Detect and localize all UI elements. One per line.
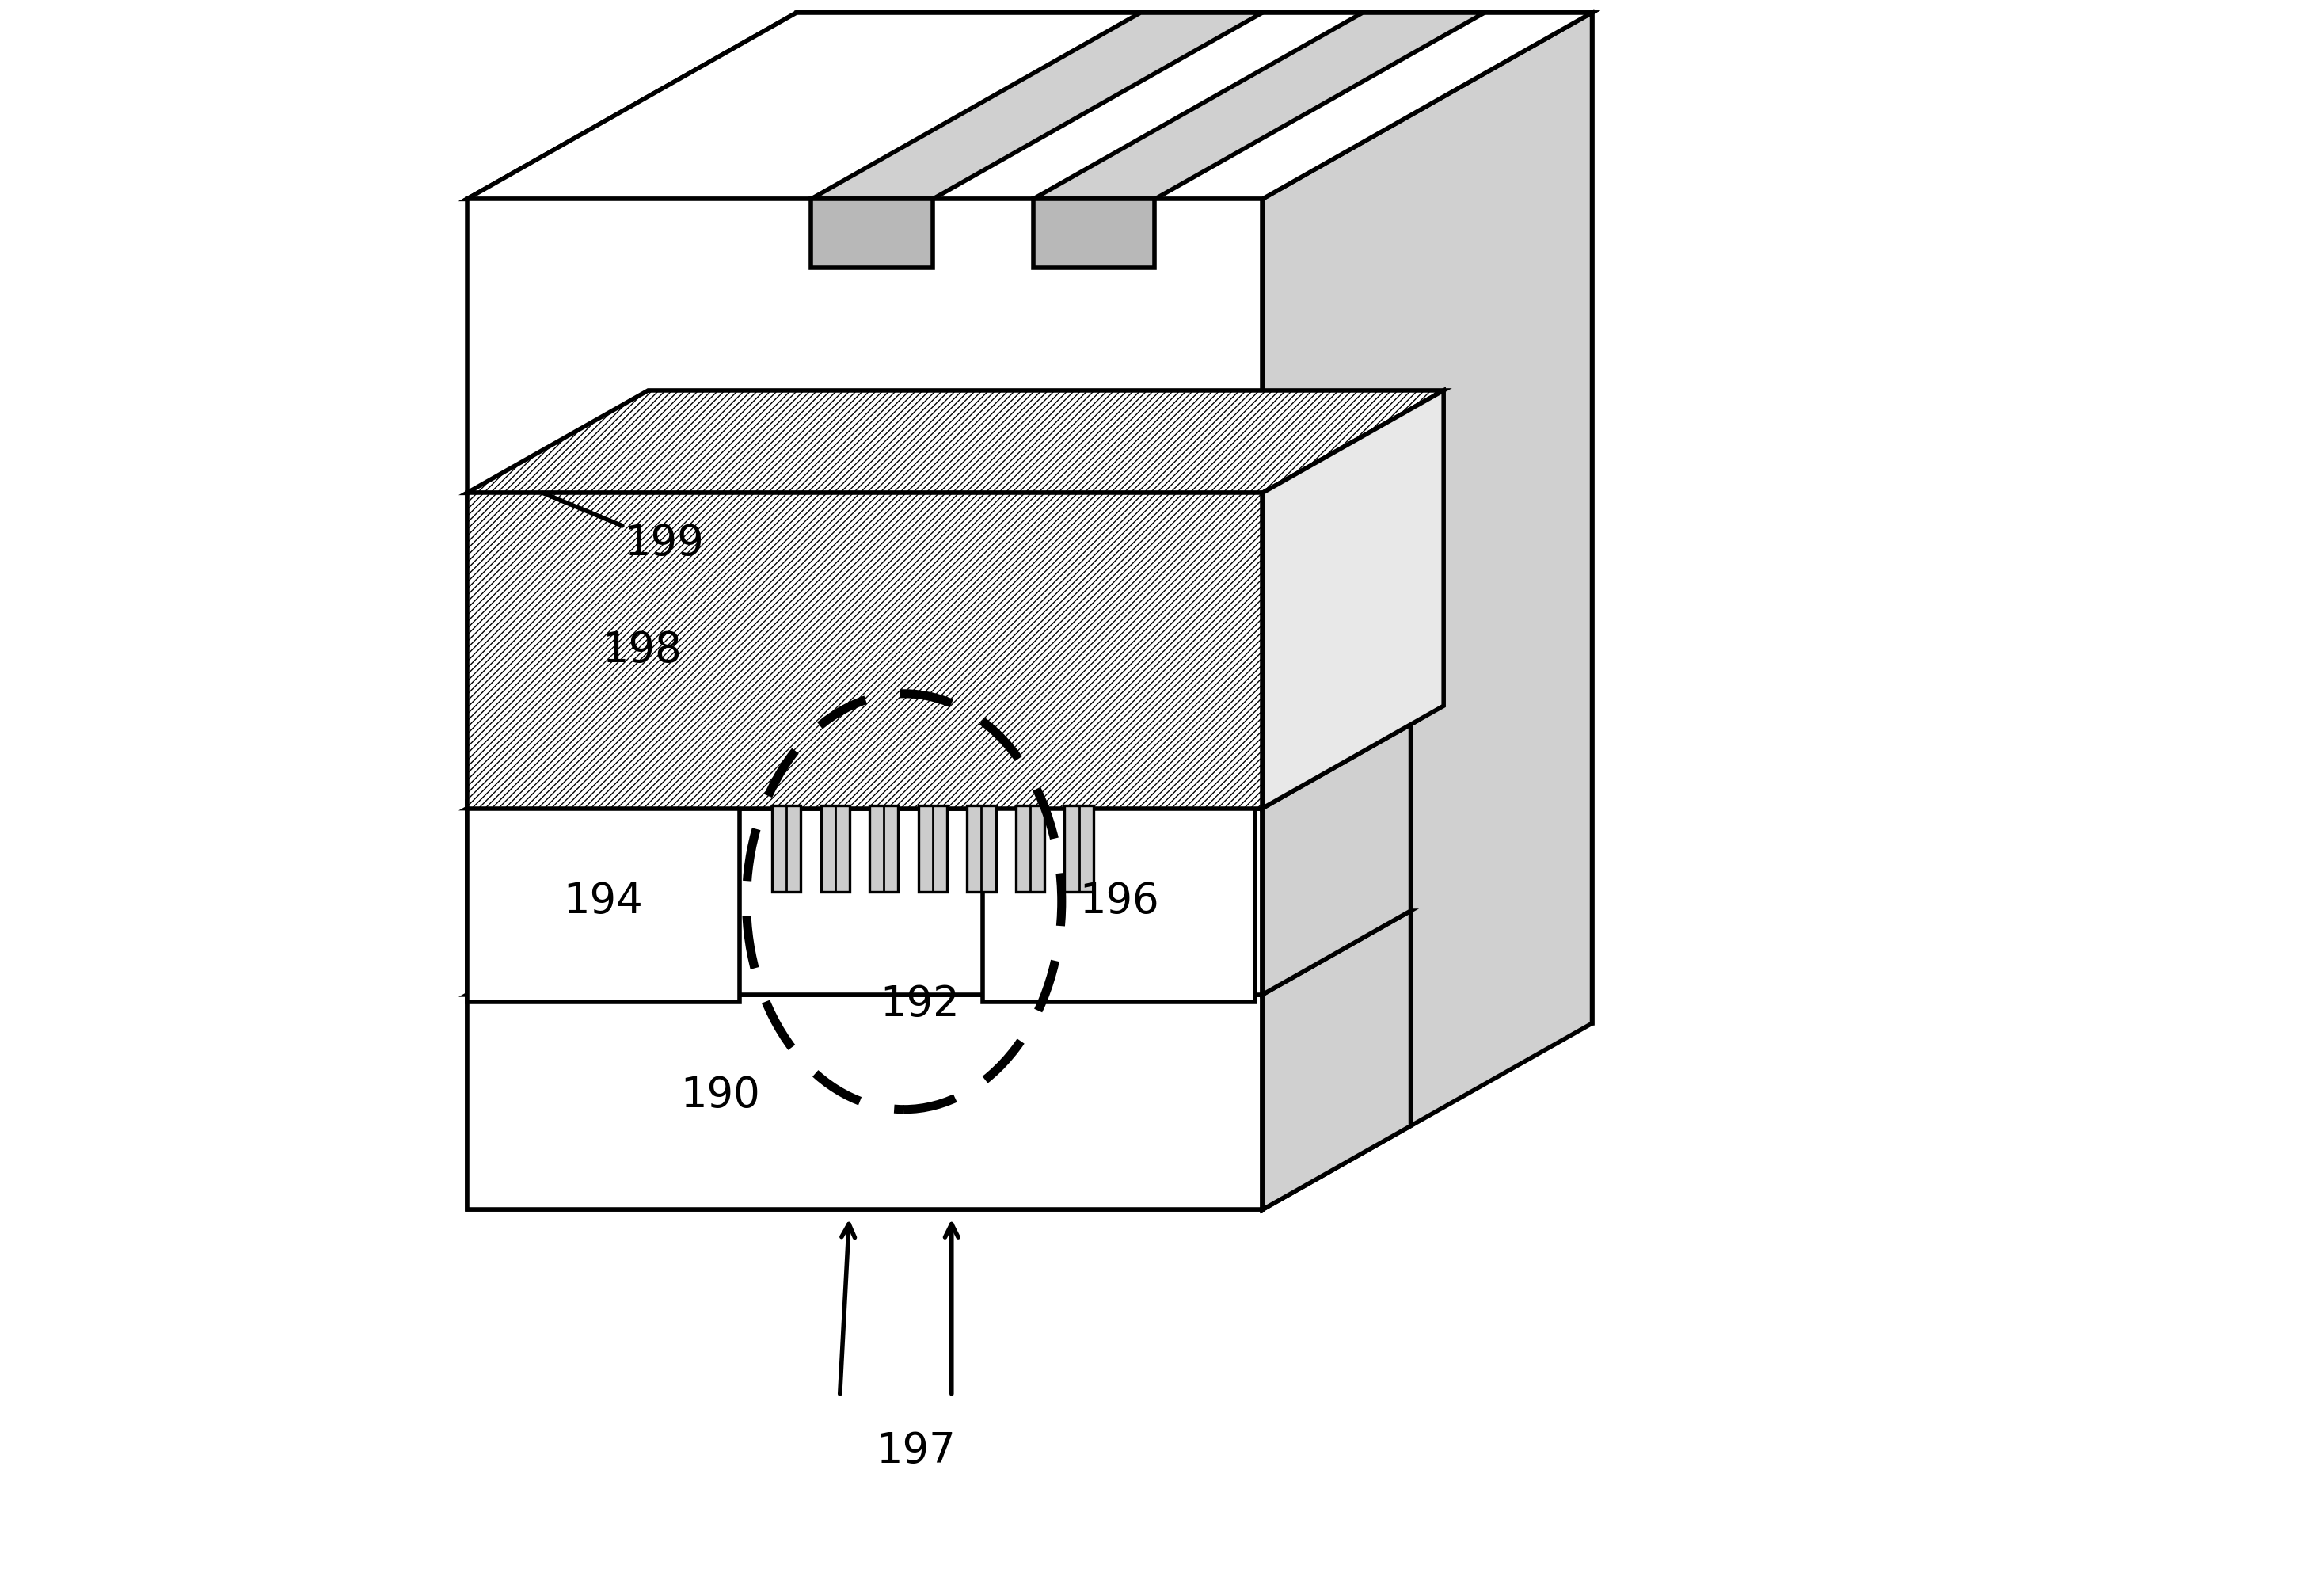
Polygon shape bbox=[1032, 13, 1485, 198]
Polygon shape bbox=[869, 805, 899, 891]
Polygon shape bbox=[1064, 805, 1092, 891]
Polygon shape bbox=[811, 13, 1262, 198]
Polygon shape bbox=[467, 198, 1262, 1210]
Polygon shape bbox=[467, 808, 1262, 994]
Text: 198: 198 bbox=[602, 630, 681, 672]
Polygon shape bbox=[797, 13, 1592, 1023]
Polygon shape bbox=[1262, 724, 1411, 994]
Polygon shape bbox=[467, 13, 1592, 198]
Text: 194: 194 bbox=[562, 881, 644, 923]
Polygon shape bbox=[467, 912, 1411, 994]
Polygon shape bbox=[467, 802, 739, 1002]
Polygon shape bbox=[1262, 391, 1443, 808]
Polygon shape bbox=[1016, 805, 1043, 891]
Polygon shape bbox=[983, 802, 1255, 1002]
Polygon shape bbox=[467, 13, 1592, 198]
Polygon shape bbox=[467, 724, 1411, 808]
Polygon shape bbox=[918, 805, 946, 891]
Polygon shape bbox=[1262, 912, 1411, 1210]
Text: 199: 199 bbox=[544, 492, 704, 564]
Polygon shape bbox=[772, 805, 802, 891]
Polygon shape bbox=[1262, 13, 1592, 1210]
Text: 192: 192 bbox=[881, 983, 960, 1024]
Polygon shape bbox=[467, 994, 1262, 1210]
Polygon shape bbox=[967, 805, 995, 891]
Text: 196: 196 bbox=[1078, 881, 1160, 923]
Polygon shape bbox=[1032, 198, 1155, 268]
Polygon shape bbox=[467, 391, 1443, 492]
Text: 197: 197 bbox=[876, 1431, 955, 1472]
Polygon shape bbox=[820, 805, 851, 891]
Polygon shape bbox=[811, 198, 932, 268]
Polygon shape bbox=[467, 492, 1262, 808]
Text: 190: 190 bbox=[681, 1075, 760, 1116]
